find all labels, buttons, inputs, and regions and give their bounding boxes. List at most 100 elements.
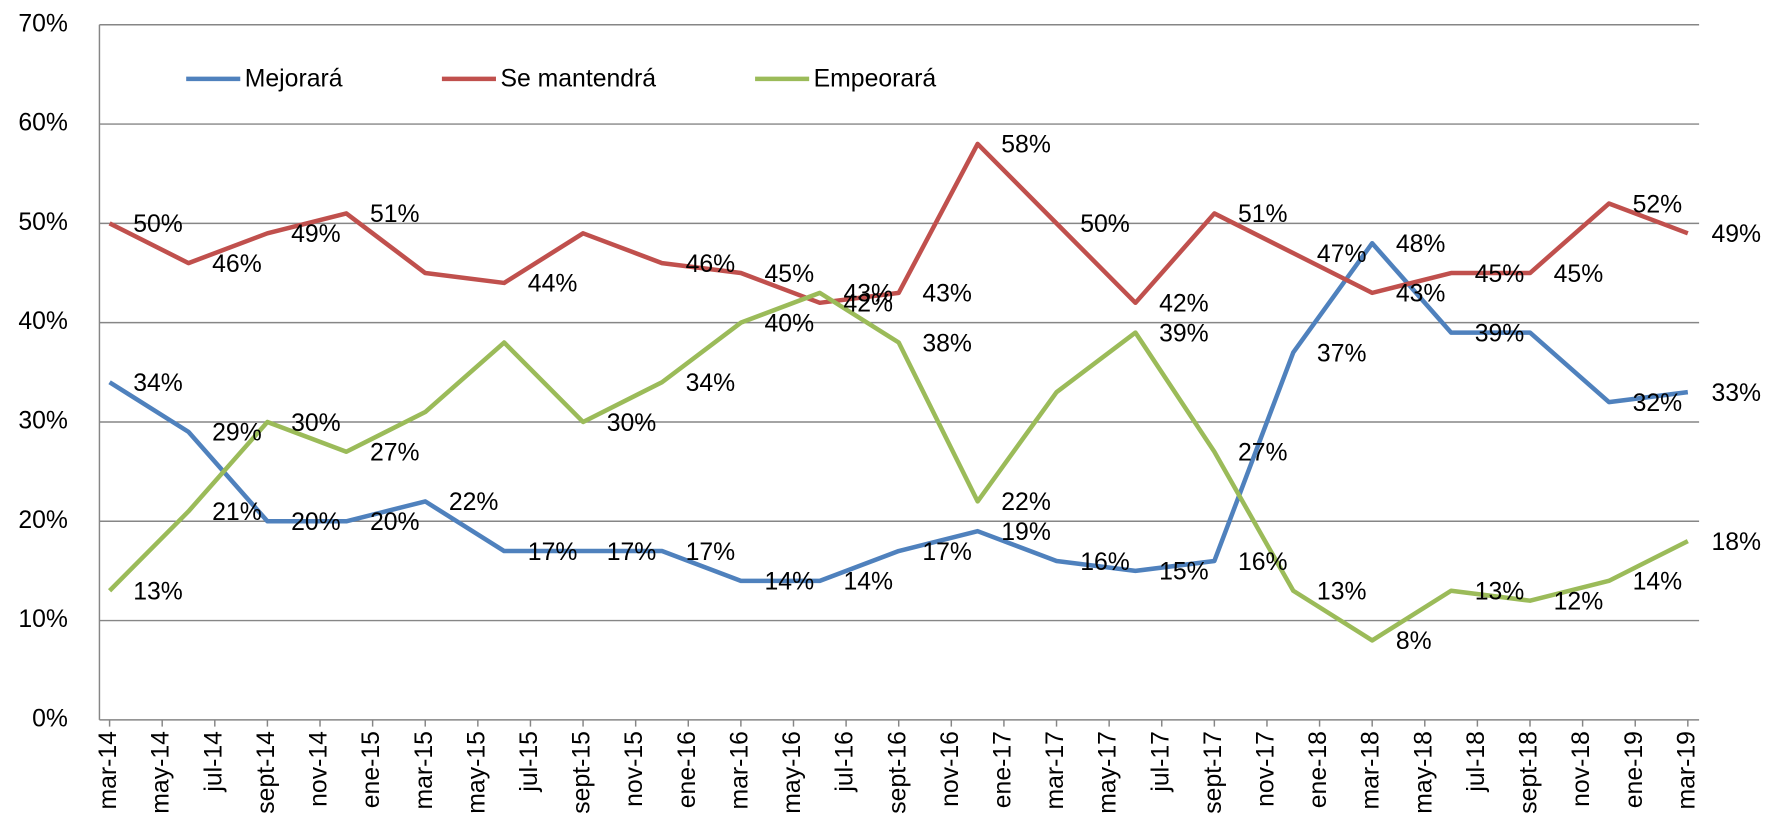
- data-label: 38%: [922, 330, 972, 357]
- x-tick-label: sept-17: [1200, 731, 1227, 814]
- x-tick-label: nov-16: [937, 731, 964, 807]
- data-label: 30%: [607, 410, 657, 437]
- data-label: 39%: [1475, 320, 1525, 347]
- data-label: 44%: [528, 271, 578, 298]
- data-label: 15%: [1159, 559, 1209, 586]
- data-label: 17%: [686, 539, 736, 566]
- data-label: 42%: [843, 291, 893, 318]
- x-tick-label: ene-15: [358, 731, 385, 808]
- x-tick-label: nov-18: [1568, 731, 1595, 807]
- data-label: 33%: [1711, 380, 1761, 407]
- x-tick-label: ene-17: [989, 731, 1016, 808]
- x-tick-label: sept-16: [884, 731, 911, 814]
- legend-label: Se mantendrá: [500, 66, 656, 93]
- data-label: 34%: [686, 370, 736, 397]
- data-label: 27%: [370, 440, 420, 467]
- x-tick-label: nov-14: [306, 731, 333, 807]
- data-label: 51%: [370, 201, 420, 228]
- data-label: 49%: [291, 221, 341, 248]
- x-tick-label: mar-15: [411, 731, 438, 809]
- data-label: 52%: [1633, 191, 1683, 218]
- data-label: 14%: [1633, 569, 1683, 596]
- x-tick-label: mar-18: [1358, 731, 1385, 809]
- y-tick-label: 10%: [18, 606, 68, 633]
- x-tick-label: mar-17: [1042, 731, 1069, 809]
- x-tick-label: mar-14: [95, 731, 122, 810]
- data-label: 34%: [133, 370, 183, 397]
- data-label: 45%: [765, 261, 815, 288]
- data-label: 13%: [133, 579, 183, 606]
- data-label: 27%: [1238, 440, 1288, 467]
- data-label: 45%: [1554, 261, 1604, 288]
- x-tick-label: mar-16: [726, 731, 753, 809]
- series-line: [107, 290, 1689, 643]
- data-label: 51%: [1238, 201, 1288, 228]
- data-label: 47%: [1317, 241, 1367, 268]
- data-label: 20%: [291, 509, 341, 536]
- data-label: 40%: [765, 310, 815, 337]
- y-tick-label: 0%: [32, 705, 68, 732]
- data-label: 43%: [1396, 281, 1446, 308]
- data-label: 16%: [1080, 549, 1130, 576]
- data-label: 21%: [212, 499, 262, 526]
- x-tick-label: may-15: [463, 731, 490, 814]
- y-tick-label: 70%: [18, 10, 68, 37]
- data-label: 13%: [1317, 579, 1367, 606]
- data-label: 46%: [212, 251, 262, 278]
- x-tick-label: may-18: [1410, 731, 1437, 814]
- x-tick-label: mar-19: [1673, 731, 1700, 809]
- data-label: 45%: [1475, 261, 1525, 288]
- data-label: 39%: [1159, 320, 1209, 347]
- x-tick-label: ene-18: [1305, 731, 1332, 808]
- data-label: 20%: [370, 509, 420, 536]
- data-label: 43%: [843, 281, 893, 308]
- data-label: 22%: [1001, 489, 1051, 516]
- legend-label: Empeorará: [814, 66, 937, 93]
- x-tick-label: ene-16: [674, 731, 701, 808]
- x-tick-label: jul-15: [516, 731, 543, 793]
- x-tick-label: jul-17: [1147, 731, 1174, 793]
- data-label: 12%: [1554, 588, 1604, 615]
- data-label: 13%: [1475, 579, 1525, 606]
- data-label: 14%: [765, 569, 815, 596]
- y-tick-label: 20%: [18, 507, 68, 534]
- y-tick-label: 50%: [18, 209, 68, 236]
- x-tick-label: jul-18: [1463, 731, 1490, 793]
- series-line: [108, 240, 1689, 584]
- y-tick-label: 60%: [18, 110, 68, 137]
- x-tick-label: jul-14: [200, 731, 227, 793]
- data-label: 48%: [1396, 231, 1446, 258]
- data-label: 17%: [607, 539, 657, 566]
- data-label: 50%: [133, 211, 183, 238]
- data-label: 50%: [1080, 211, 1130, 238]
- data-label: 19%: [1001, 519, 1051, 546]
- data-label: 29%: [212, 420, 262, 447]
- legend-label: Mejorará: [245, 66, 343, 93]
- x-tick-label: may-14: [148, 731, 175, 814]
- data-label: 30%: [291, 410, 341, 437]
- x-tick-label: sept-18: [1516, 731, 1543, 814]
- data-label: 43%: [922, 281, 972, 308]
- data-label: 8%: [1396, 628, 1432, 655]
- x-tick-label: ene-19: [1621, 731, 1648, 808]
- x-tick-label: may-17: [1095, 731, 1122, 814]
- x-tick-label: sept-14: [253, 731, 280, 814]
- x-tick-label: sept-15: [569, 731, 596, 814]
- x-tick-label: jul-16: [832, 731, 859, 793]
- series-line: [108, 141, 1689, 306]
- data-label: 42%: [1159, 291, 1209, 318]
- x-tick-label: nov-17: [1253, 731, 1280, 807]
- data-label: 22%: [449, 489, 499, 516]
- y-tick-label: 40%: [18, 308, 68, 335]
- data-label: 14%: [843, 569, 893, 596]
- data-label: 17%: [528, 539, 578, 566]
- data-label: 46%: [686, 251, 736, 278]
- data-label: 49%: [1711, 221, 1761, 248]
- data-label: 32%: [1633, 390, 1683, 417]
- x-tick-label: nov-15: [621, 731, 648, 807]
- data-label: 37%: [1317, 340, 1367, 367]
- y-tick-label: 30%: [18, 408, 68, 435]
- data-label: 18%: [1711, 529, 1761, 556]
- data-label: 58%: [1001, 132, 1051, 159]
